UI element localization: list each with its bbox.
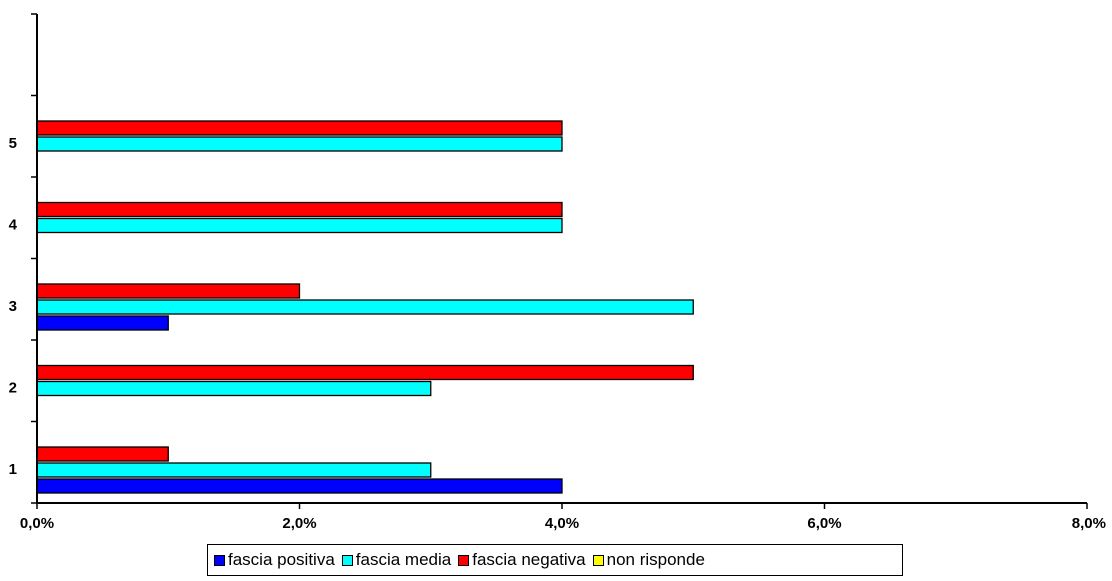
bar-fascia-negativa-cat-5 [36,120,563,136]
bar-fascia-negativa-cat-4 [36,201,563,218]
legend-label: fascia positiva [228,550,335,569]
y-tick-label: 4 [9,216,18,233]
y-tick-label: 3 [9,298,17,315]
legend-swatch [592,554,604,566]
bar-fascia-positiva-cat-3 [36,315,169,331]
legend-item-fascia-media: fascia media [341,550,452,570]
x-tick-label: 6,0% [807,515,841,532]
bar-fascia-media-cat-2 [36,380,432,397]
legend-swatch [341,554,353,566]
bar-fascia-negativa-cat-1 [36,446,169,462]
bar-fascia-media-cat-4 [36,217,563,234]
bar-fascia-media-cat-5 [36,136,563,152]
legend-label: fascia negativa [472,550,586,569]
bar-chart: 1 2 3 4 5 0,0% 2,0% 4,0% 6,0% 8,0% [9,13,1106,532]
legend-swatch [458,554,470,566]
bar-fascia-negativa-cat-2 [36,364,694,381]
legend-item-fascia-positiva: fascia positiva [214,550,335,570]
bars-group [36,120,694,494]
x-tick-label: 0,0% [20,515,54,532]
legend-item-fascia-negativa: fascia negativa [458,550,586,570]
legend-swatch [214,554,225,566]
legend-item-non-risponde: non risponde [592,550,705,570]
chart-legend: fascia positiva fascia media fascia negati… [207,544,903,576]
legend-label: fascia media [355,550,452,569]
legend-label: non risponde [606,550,705,569]
x-tick-label: 8,0% [1072,515,1106,532]
x-tick-label: 2,0% [282,515,316,532]
axes-group [31,13,1088,509]
x-tick-label: 4,0% [545,515,579,532]
bar-fascia-media-cat-3 [36,299,694,315]
bar-fascia-negativa-cat-3 [36,283,301,299]
bar-fascia-media-cat-1 [36,462,432,478]
y-tick-label: 1 [9,461,17,478]
y-tick-label: 5 [9,135,17,152]
labels-group: 1 2 3 4 5 0,0% 2,0% 4,0% 6,0% 8,0% [9,135,1106,532]
bar-fascia-positiva-cat-1 [36,478,563,494]
y-tick-label: 2 [9,379,17,396]
